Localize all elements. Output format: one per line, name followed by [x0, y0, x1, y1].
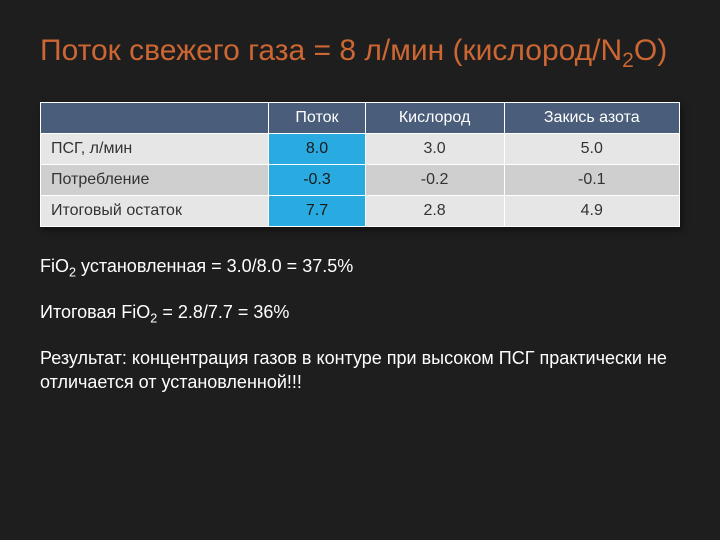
table-cell: -0.1 — [504, 165, 679, 196]
title-sub: 2 — [622, 49, 634, 72]
table-header-cell: Поток — [269, 103, 365, 134]
table-cell: 3.0 — [365, 134, 504, 165]
table-row-label: ПСГ, л/мин — [41, 134, 269, 165]
title-value: 8 л/мин — [339, 34, 444, 67]
table-row: ПСГ, л/мин 8.0 3.0 5.0 — [41, 134, 680, 165]
fio2-result-line: Итоговая FiO2 = 2.8/7.7 = 36% — [40, 301, 680, 327]
title-suffix-after: O) — [634, 34, 667, 67]
conclusion-line: Результат: концентрация газов в контуре … — [40, 347, 680, 394]
table-header-row: Поток Кислород Закись азота — [41, 103, 680, 134]
table-row: Итоговый остаток 7.7 2.8 4.9 — [41, 196, 680, 227]
table-cell: -0.3 — [269, 165, 365, 196]
title-prefix: Поток свежего газа = — [40, 34, 339, 67]
fio2r-prefix: Итоговая FiO — [40, 302, 150, 322]
fio2r-rest: = 2.8/7.7 = 36% — [157, 302, 289, 322]
fio2-sub: 2 — [69, 266, 76, 280]
table-header-cell: Закись азота — [504, 103, 679, 134]
data-table: Поток Кислород Закись азота ПСГ, л/мин 8… — [40, 102, 680, 227]
table-row-label: Итоговый остаток — [41, 196, 269, 227]
table-cell: 4.9 — [504, 196, 679, 227]
data-table-wrap: Поток Кислород Закись азота ПСГ, л/мин 8… — [40, 102, 680, 227]
title-suffix-before: (кислород/N — [444, 34, 622, 67]
table-cell: 2.8 — [365, 196, 504, 227]
fio2-set-line: FiO2 установленная = 3.0/8.0 = 37.5% — [40, 255, 680, 281]
table-cell: 7.7 — [269, 196, 365, 227]
table-cell: 5.0 — [504, 134, 679, 165]
slide-title: Поток свежего газа = 8 л/мин (кислород/N… — [40, 32, 680, 74]
table-header-cell: Кислород — [365, 103, 504, 134]
table-cell: -0.2 — [365, 165, 504, 196]
fio2-prefix: FiO — [40, 256, 69, 276]
table-header-cell — [41, 103, 269, 134]
table-row: Потребление -0.3 -0.2 -0.1 — [41, 165, 680, 196]
table-row-label: Потребление — [41, 165, 269, 196]
table-cell: 8.0 — [269, 134, 365, 165]
fio2-rest: установленная = 3.0/8.0 = 37.5% — [76, 256, 353, 276]
